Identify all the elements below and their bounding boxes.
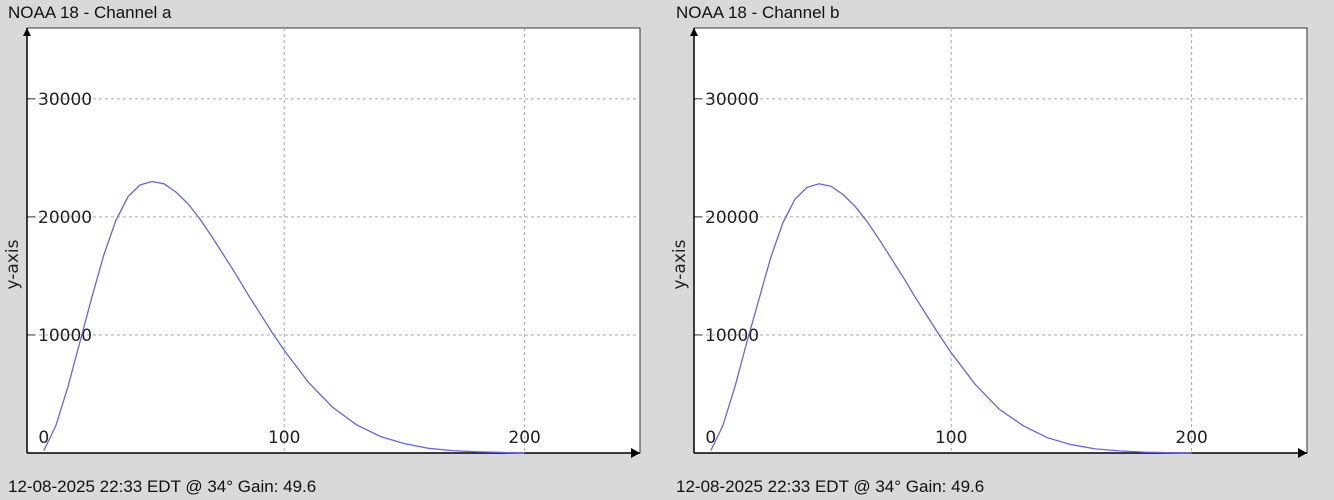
- series-line: [710, 183, 1192, 454]
- chart-title: NOAA 18 - Channel b: [676, 3, 840, 22]
- x-tick-label: 100: [935, 428, 967, 448]
- x-axis-arrow: [1298, 448, 1307, 458]
- y-tick-label: 10000: [38, 326, 92, 346]
- y-axis-label: y-axis: [3, 239, 23, 289]
- y-tick-label: 30000: [705, 90, 759, 110]
- y-axis-arrow: [23, 28, 31, 36]
- x-tick-label: 100: [268, 428, 300, 448]
- y-tick-label: 20000: [38, 208, 92, 228]
- x-tick-label: 0: [38, 428, 49, 448]
- x-tick-label: 200: [1175, 428, 1207, 448]
- y-tick-label: 10000: [705, 326, 759, 346]
- x-tick-label: 200: [508, 428, 540, 448]
- x-tick-label: 0: [705, 428, 716, 448]
- y-tick-label: 30000: [38, 90, 92, 110]
- y-axis-arrow: [690, 28, 698, 36]
- y-tick-label: 20000: [705, 208, 759, 228]
- x-axis-arrow: [631, 448, 640, 458]
- status-footer: 12-08-2025 22:33 EDT @ 34° Gain: 49.6: [8, 477, 317, 496]
- status-footer: 12-08-2025 22:33 EDT @ 34° Gain: 49.6: [676, 477, 985, 496]
- plot-background: [693, 27, 1308, 454]
- y-axis-label: y-axis: [670, 239, 690, 289]
- chart-title: NOAA 18 - Channel a: [8, 3, 172, 22]
- series-line: [43, 180, 525, 454]
